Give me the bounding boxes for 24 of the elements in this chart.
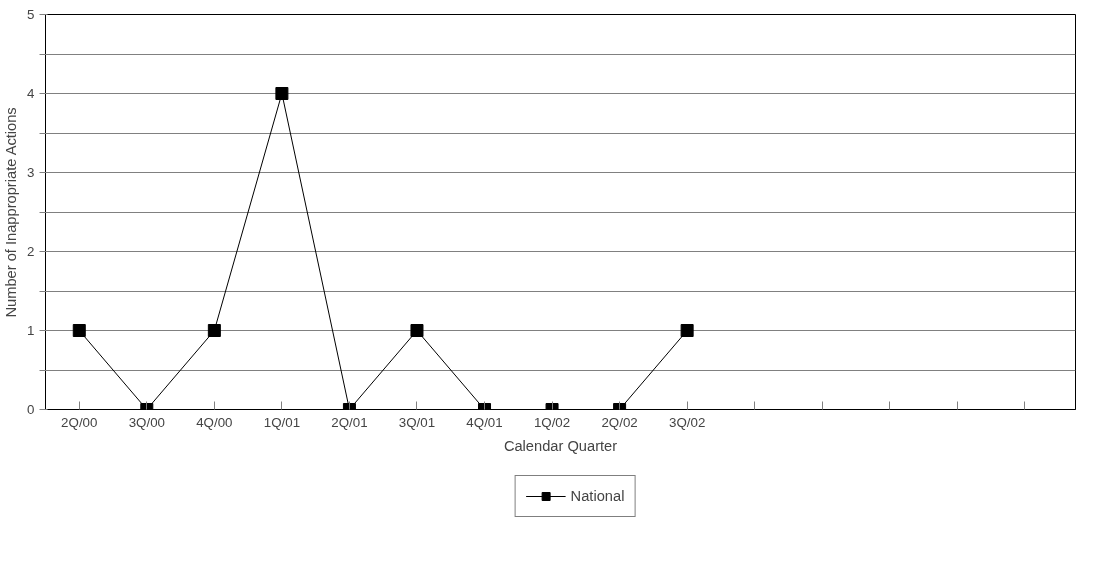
y-axis-title: Number of Inappropriate Actions	[3, 107, 20, 318]
x-tick-label: 1Q/01	[263, 414, 301, 430]
x-tick-label: 3Q/00	[128, 414, 165, 430]
y-tick-label: 0	[27, 402, 35, 417]
x-tick-label: 2Q/01	[331, 414, 368, 430]
point	[410, 324, 424, 337]
x-tick-label: 2Q/02	[601, 414, 638, 430]
x-tick-label: 3Q/02	[668, 414, 706, 430]
point	[275, 87, 289, 100]
x-tick-label: 1Q/02	[533, 414, 571, 430]
legend-label: National	[570, 488, 625, 504]
point	[207, 324, 221, 337]
x-tick-label: 2Q/00	[61, 414, 98, 430]
y-tick-label: 3	[27, 165, 35, 180]
y-tick-label: 4	[27, 86, 36, 101]
y-tick-label: 5	[27, 7, 35, 22]
x-tick-label: 4Q/01	[466, 414, 503, 430]
y-tick-label: 1	[27, 323, 35, 338]
point	[680, 324, 694, 337]
point	[72, 324, 86, 337]
x-tick-label: 3Q/01	[398, 414, 436, 430]
y-tick-label: 2	[27, 244, 35, 259]
x-tick-label: 4Q/00	[196, 414, 233, 430]
x-axis-title: Calendar Quarter	[503, 437, 618, 454]
